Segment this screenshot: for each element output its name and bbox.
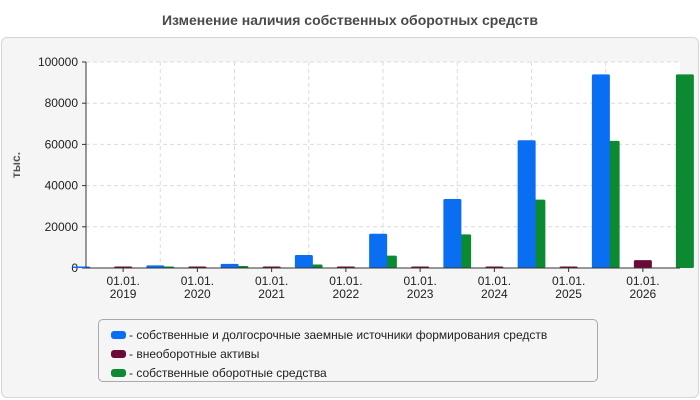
- x-tick-label: 2020: [184, 287, 211, 301]
- legend-label-working-capital: - собственные оборотные средства: [129, 365, 327, 380]
- legend-item-working-capital: - собственные оборотные средства: [99, 363, 597, 382]
- x-tick-label: 01.01.: [403, 274, 436, 288]
- x-tick-label: 01.01.: [181, 274, 214, 288]
- bar: [633, 260, 652, 268]
- x-tick-label: 01.01.: [106, 274, 139, 288]
- bar: [369, 233, 388, 268]
- x-tick-label: 2026: [630, 287, 657, 301]
- y-tick-label: 80000: [45, 96, 79, 110]
- y-axis-label: тыс.: [9, 152, 23, 178]
- x-tick-label: 2025: [555, 287, 582, 301]
- y-tick-label: 100000: [38, 55, 78, 69]
- x-tick-label: 01.01.: [552, 274, 585, 288]
- legend-label-sources: - собственные и долгосрочные заемные ист…: [129, 327, 548, 342]
- y-tick-label: 40000: [45, 179, 79, 193]
- x-tick-label: 01.01.: [329, 274, 362, 288]
- x-tick-label: 2022: [333, 287, 360, 301]
- x-tick-label: 2019: [110, 287, 137, 301]
- y-tick-label: 60000: [45, 137, 79, 151]
- y-tick-label: 20000: [45, 220, 79, 234]
- x-tick-label: 2024: [481, 287, 508, 301]
- bar: [517, 140, 536, 268]
- x-tick-label: 01.01.: [626, 274, 659, 288]
- bar: [220, 263, 239, 268]
- legend-swatch-sources: [111, 330, 126, 339]
- x-tick-label: 01.01.: [478, 274, 511, 288]
- legend-swatch-working-capital: [111, 368, 126, 377]
- bar: [294, 255, 313, 268]
- x-tick-label: 01.01.: [255, 274, 288, 288]
- legend-item-noncurrent-assets: - внеоборотные активы: [99, 344, 597, 363]
- bar: [675, 74, 694, 268]
- legend: - собственные и долгосрочные заемные ист…: [98, 319, 598, 382]
- legend-item-sources: - собственные и долгосрочные заемные ист…: [99, 325, 597, 344]
- bar: [591, 74, 610, 268]
- bar: [443, 198, 462, 268]
- x-tick-label: 2023: [407, 287, 434, 301]
- legend-label-noncurrent-assets: - внеоборотные активы: [129, 346, 260, 361]
- x-tick-label: 2021: [258, 287, 285, 301]
- bar: [146, 265, 165, 268]
- legend-swatch-noncurrent-assets: [111, 349, 126, 358]
- chart-title: Изменение наличия собственных оборотных …: [161, 12, 539, 28]
